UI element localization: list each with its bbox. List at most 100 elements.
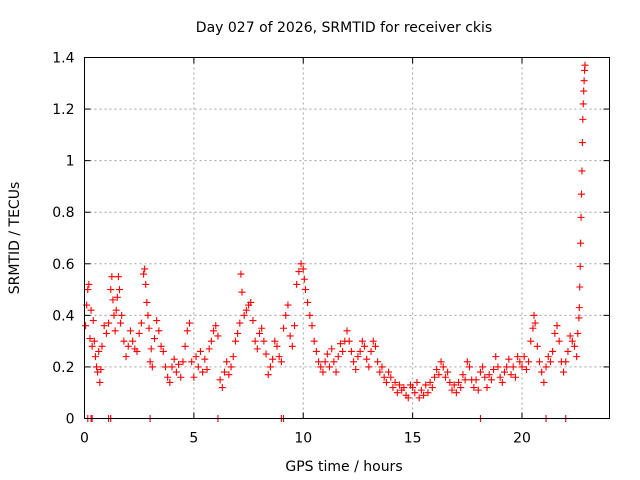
data-point: [126, 327, 134, 335]
data-point: [297, 260, 305, 268]
data-point: [527, 337, 535, 345]
data-point: [146, 358, 154, 366]
data-point: [271, 337, 279, 345]
data-point: [145, 324, 153, 332]
data-point: [485, 371, 493, 379]
x-axis-label: GPS time / hours: [285, 459, 402, 475]
grid-lines: [84, 57, 610, 419]
data-point: [371, 342, 379, 350]
data-point: [549, 347, 557, 355]
data-point: [143, 298, 151, 306]
data-point: [159, 347, 167, 355]
data-point: [147, 345, 155, 353]
data-point: [575, 304, 583, 312]
data-point: [277, 358, 285, 366]
data-point: [417, 386, 425, 394]
data-point: [151, 335, 158, 343]
data-point: [205, 345, 213, 353]
data-point: [91, 353, 99, 361]
data-point: [476, 368, 484, 376]
data-point: [507, 371, 515, 379]
data-point: [441, 373, 449, 381]
data-point: [227, 363, 235, 371]
data-point: [120, 337, 128, 345]
data-point: [530, 311, 538, 319]
data-point: [358, 337, 366, 345]
data-point: [560, 368, 568, 376]
data-point: [105, 319, 113, 327]
data-point: [576, 283, 584, 291]
data-point: [300, 275, 308, 283]
data-point: [516, 358, 524, 366]
data-point: [295, 268, 303, 276]
x-tick-label: 0: [80, 431, 89, 447]
data-point: [114, 273, 122, 281]
data-point: [266, 363, 274, 371]
data-point: [190, 373, 198, 381]
data-point: [310, 337, 318, 345]
data-point: [363, 355, 371, 363]
data-point: [137, 319, 145, 327]
data-point: [124, 342, 132, 350]
data-point: [514, 353, 522, 361]
data-point: [188, 358, 196, 366]
data-point: [157, 342, 165, 350]
data-point: [428, 384, 436, 392]
data-point: [90, 337, 98, 345]
data-point: [135, 329, 143, 337]
data-point: [155, 327, 163, 335]
data-point: [409, 384, 417, 392]
data-point: [328, 345, 336, 353]
data-point: [86, 335, 94, 343]
data-point: [234, 329, 242, 337]
data-point: [542, 363, 550, 371]
data-point: [466, 363, 473, 371]
data-point: [481, 373, 489, 381]
data-point: [347, 347, 355, 355]
data-point: [520, 353, 528, 361]
data-point: [503, 363, 511, 371]
data-point: [288, 342, 296, 350]
data-point: [236, 319, 244, 327]
data-point: [168, 363, 176, 371]
y-axis-label: SRMTID / TECUs: [7, 182, 23, 295]
data-point: [496, 373, 504, 381]
data-point: [179, 358, 187, 366]
data-point: [498, 378, 506, 386]
data-point: [389, 384, 397, 392]
data-point: [540, 378, 548, 386]
data-point: [538, 368, 546, 376]
data-point: [492, 353, 500, 361]
data-point: [472, 376, 480, 384]
data-point: [258, 324, 266, 332]
y-tick-label: 1.4: [52, 51, 74, 67]
data-point: [393, 389, 401, 397]
data-point: [194, 363, 202, 371]
data-point: [437, 358, 445, 366]
data-point: [470, 384, 478, 392]
data-point: [577, 239, 585, 247]
data-point: [378, 363, 386, 371]
y-tick-label: 0.6: [52, 257, 74, 273]
data-point: [439, 363, 447, 371]
data-point: [350, 358, 358, 366]
data-point: [153, 317, 161, 325]
data-point: [332, 368, 340, 376]
data-point: [273, 342, 281, 350]
x-tick-label: 20: [513, 431, 531, 447]
data-point: [98, 342, 106, 350]
data-point: [88, 342, 96, 350]
data-point: [385, 368, 393, 376]
data-point: [93, 363, 101, 371]
data-point: [140, 270, 148, 278]
data-point: [339, 347, 347, 355]
data-point: [459, 371, 467, 379]
data-point: [221, 368, 228, 376]
data-point: [291, 322, 298, 330]
data-point: [264, 371, 272, 379]
data-point: [431, 373, 438, 381]
x-tick-label: 10: [294, 431, 312, 447]
data-point: [391, 378, 399, 386]
data-point: [109, 296, 117, 304]
data-point: [546, 358, 554, 366]
